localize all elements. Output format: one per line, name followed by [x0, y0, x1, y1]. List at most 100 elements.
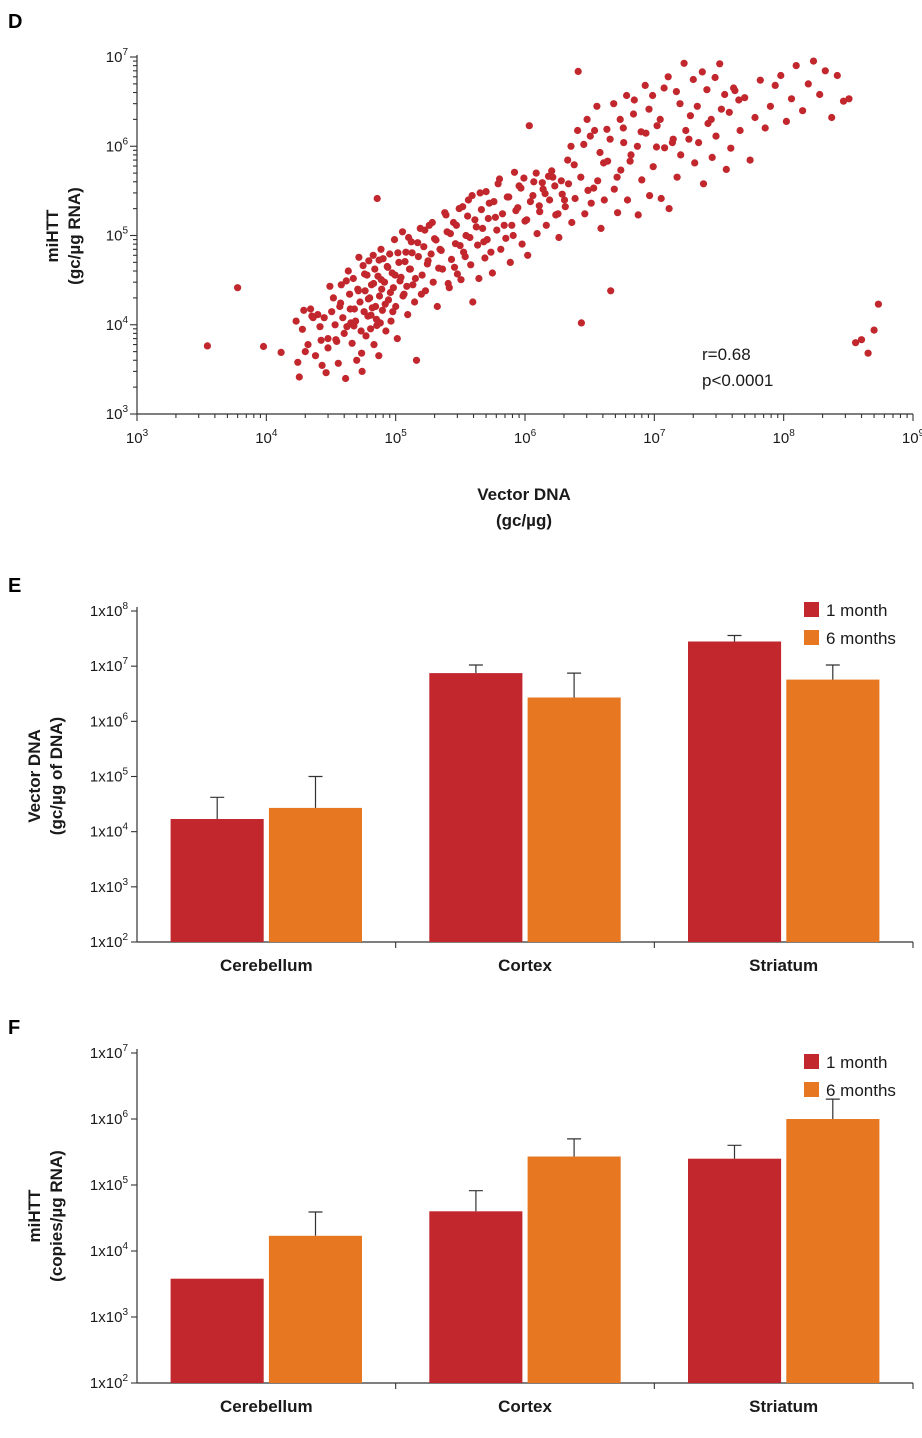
y-tick-label: 1x103: [90, 877, 129, 896]
scatter-point: [487, 248, 495, 256]
y-axis-title-e: Vector DNA (gc/µg of DNA): [25, 717, 66, 835]
scatter-point: [771, 81, 779, 89]
scatter-point: [476, 189, 484, 197]
scatter-point: [331, 321, 339, 329]
y-axis-title-line2: (copies/µg RNA): [47, 1150, 66, 1282]
scatter-point: [864, 349, 872, 357]
scatter-point: [699, 180, 708, 188]
scatter-point: [467, 261, 475, 269]
scatter-point: [418, 271, 426, 279]
scatter-point: [557, 177, 565, 185]
y-tick-label: 104: [106, 315, 129, 334]
y-axis-title-line1: miHTT: [43, 209, 62, 263]
scatter-point: [554, 210, 562, 218]
y-tick-label: 1x102: [90, 932, 129, 951]
scatter-point: [488, 269, 496, 277]
scatter-point: [857, 336, 866, 344]
bars-e: [170, 634, 880, 942]
y-tick-label: 107: [106, 47, 129, 66]
scatter-point: [591, 126, 599, 135]
scatter-point: [408, 249, 416, 257]
scatter-point: [766, 102, 775, 110]
scatter-point: [402, 248, 410, 256]
scatter-point: [320, 314, 328, 322]
scatter-point: [564, 156, 572, 164]
scatter-point: [691, 159, 699, 167]
scatter-point: [610, 100, 618, 108]
scatter-point: [646, 192, 654, 200]
scatter-point: [711, 73, 719, 82]
scatter-point: [373, 321, 381, 330]
y-axis-title-line1: miHTT: [25, 1189, 44, 1243]
bar-1-month: [170, 1278, 264, 1383]
legend-label-1-month: 1 month: [826, 601, 887, 620]
scatter-point: [695, 139, 703, 147]
scatter-point: [623, 196, 632, 204]
scatter-point: [491, 213, 499, 221]
scatter-point: [442, 211, 450, 219]
scatter-point: [787, 95, 796, 103]
scatter-point: [508, 221, 516, 229]
scatter-point: [606, 135, 614, 143]
panel-label-e: E: [8, 575, 21, 597]
scatter-point: [587, 199, 595, 207]
scatter-point: [371, 265, 379, 273]
error-bar: [825, 664, 840, 680]
scatter-point: [404, 311, 412, 319]
scatter-point: [389, 308, 397, 316]
scatter-point: [665, 205, 673, 213]
scatter-point: [500, 221, 508, 229]
scatter-point: [517, 184, 525, 192]
y-tick-label: 1x103: [90, 1307, 129, 1326]
scatter-point: [311, 352, 320, 360]
scatter-point: [661, 144, 669, 152]
scatter-point: [833, 71, 841, 80]
bar-panel-f: F miHTT (copies/µg RNA) 1x1021x1031x1041…: [8, 1017, 914, 1416]
legend-swatch-1-month: [804, 1054, 819, 1069]
scatter-point: [497, 245, 505, 253]
scatter-point: [474, 241, 482, 249]
scatter-point: [411, 298, 419, 306]
scatter-point: [603, 125, 611, 133]
scatter-point: [583, 115, 591, 123]
scatter-point: [538, 179, 546, 187]
bar-1-month: [688, 1158, 782, 1383]
category-label: Striatum: [749, 1397, 818, 1416]
bar-6-months: [268, 1235, 362, 1383]
scatter-point: [414, 253, 422, 261]
scatter-point: [424, 257, 432, 265]
scatter-point: [398, 228, 407, 236]
scatter-point: [475, 274, 483, 283]
scatter-point: [277, 348, 285, 356]
scatter-point: [357, 327, 365, 335]
scatter-point: [502, 234, 510, 242]
scatter-point: [452, 221, 460, 229]
error-bar: [567, 672, 582, 698]
scatter-point: [626, 157, 634, 165]
y-axis-title-line2: (gc/µg of DNA): [47, 717, 66, 835]
y-tick-label: 1x105: [90, 767, 129, 786]
y-tick-label: 1x108: [90, 601, 129, 620]
scatter-point: [378, 306, 386, 314]
scatter-point: [574, 67, 582, 75]
legend-swatch-1-month: [804, 602, 819, 617]
scatter-point: [514, 204, 522, 212]
scatter-point: [427, 250, 435, 258]
scatter-point: [564, 180, 573, 188]
scatter-point: [369, 251, 377, 259]
scatter-point: [348, 339, 356, 347]
scatter-point: [610, 185, 618, 193]
scatter-point: [420, 243, 428, 251]
x-tick-label: 106: [514, 428, 537, 447]
error-bar: [468, 1190, 483, 1212]
scatter-point: [530, 178, 538, 186]
error-bar: [308, 1211, 323, 1236]
legend-label-6-months: 6 months: [826, 629, 896, 648]
scatter-point: [318, 361, 326, 369]
scatter-point: [295, 373, 303, 381]
scatter-point: [870, 326, 878, 334]
scatter-point: [428, 218, 436, 227]
legend-e: 1 month 6 months: [804, 601, 896, 648]
scatter-point: [382, 327, 390, 335]
error-bar: [210, 796, 225, 819]
